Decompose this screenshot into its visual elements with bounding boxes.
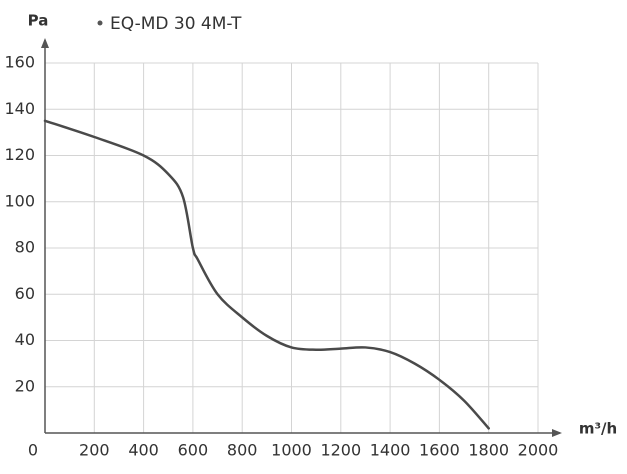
x-tick-label: 600	[178, 441, 209, 460]
x-tick-label: 200	[79, 441, 110, 460]
y-tick-label: 20	[15, 376, 35, 395]
x-tick-label: 1200	[320, 441, 361, 460]
x-tick-label: 800	[227, 441, 258, 460]
x-tick-label: 1400	[370, 441, 411, 460]
y-tick-label: 120	[4, 145, 35, 164]
x-axis-arrow	[552, 429, 562, 437]
x-tick-label: 1600	[419, 441, 460, 460]
x-axis-label: m³/h	[579, 420, 617, 438]
x-tick-label: 1800	[468, 441, 509, 460]
x-tick-label: 2000	[518, 441, 559, 460]
y-axis-label: Pa	[28, 12, 49, 30]
y-tick-label: 160	[4, 53, 35, 72]
curve	[43, 119, 490, 430]
legend-bullet	[97, 20, 103, 26]
y-tick-label: 40	[15, 330, 35, 349]
x-tick-label: 1000	[271, 441, 312, 460]
y-tick-label: 100	[4, 191, 35, 210]
y-axis-arrow	[41, 38, 49, 48]
y-tick-label: 80	[15, 238, 35, 257]
y-tick-label: 60	[15, 284, 35, 303]
x-tick-label: 0	[28, 441, 38, 460]
x-tick-label: 400	[128, 441, 159, 460]
y-tick-label: 140	[4, 99, 35, 118]
legend-label: EQ-MD 30 4M-T	[110, 14, 242, 34]
